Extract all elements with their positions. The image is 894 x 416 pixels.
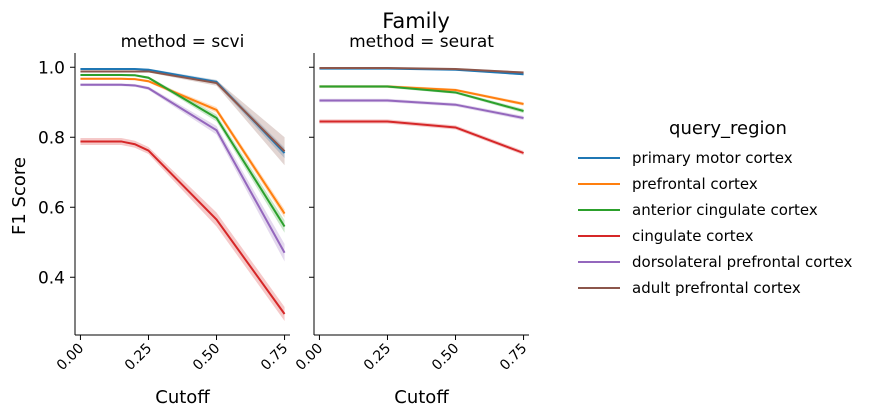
x-tick-label: 0.00 — [293, 341, 326, 374]
series-line-6 — [80, 70, 286, 152]
x-tick-label: 0.75 — [258, 341, 291, 374]
x-tick-label: 0.75 — [497, 341, 530, 374]
legend-item: primary motor cortex — [578, 149, 793, 167]
legend-item: cingulate cortex — [578, 227, 754, 245]
legend-label: cingulate cortex — [632, 227, 754, 245]
series-line-5 — [80, 83, 286, 254]
y-tick-label: 0.8 — [38, 128, 65, 148]
legend-item: dorsolateral prefrontal cortex — [578, 253, 852, 271]
chart-panels: method = scvi 0.00 0.25 0.50 0.75 0.4 0.6 0.8 1.… — [38, 32, 530, 408]
series-line-3 — [319, 85, 524, 112]
x-axis-label: Cutoff — [394, 387, 449, 408]
legend-item: prefrontal cortex — [578, 175, 758, 193]
x-tick-label: 0.00 — [54, 341, 87, 374]
legend-title: query_region — [669, 118, 787, 139]
legend-label: prefrontal cortex — [632, 175, 758, 193]
x-tick-label: 0.25 — [361, 341, 394, 374]
figure-title: Family — [382, 9, 450, 33]
panel-1: method = scvi 0.00 0.25 0.50 0.75 0.4 0.6 0.8 1.… — [38, 32, 291, 408]
series-line-6 — [319, 66, 524, 74]
ci-band-1 — [80, 68, 285, 159]
y-tick-label: 0.4 — [38, 268, 65, 288]
y-axis-label: F1 Score — [9, 157, 30, 235]
legend-item: anterior cingulate cortex — [578, 201, 818, 219]
legend-label: adult prefrontal cortex — [632, 279, 801, 297]
panel-2: method = seurat 0.00 0.25 0.50 0.75 Cutoff — [293, 32, 530, 408]
series-line-1 — [80, 68, 286, 154]
panel-title: method = scvi — [121, 32, 245, 52]
series-line-5 — [319, 99, 524, 119]
panel-title: method = seurat — [349, 32, 494, 52]
legend-label: primary motor cortex — [632, 149, 793, 167]
x-axis-label: Cutoff — [155, 387, 210, 408]
series-line-2 — [80, 77, 286, 215]
series-line-4 — [80, 140, 286, 315]
legend-items: primary motor cortex prefrontal cortex ant… — [578, 149, 852, 297]
y-tick-label: 0.6 — [38, 198, 65, 218]
series-line-3 — [80, 73, 286, 228]
x-tick-label: 0.25 — [122, 341, 155, 374]
x-tick-label: 0.50 — [429, 341, 462, 374]
x-tick-label: 0.50 — [190, 341, 223, 374]
legend-label: anterior cingulate cortex — [632, 201, 818, 219]
legend-item: adult prefrontal cortex — [578, 279, 801, 297]
y-tick-label: 1.0 — [38, 58, 65, 78]
series-line-4 — [319, 120, 524, 154]
legend-label: dorsolateral prefrontal cortex — [632, 253, 852, 271]
legend: query_region primary motor cortex prefron… — [578, 118, 852, 297]
